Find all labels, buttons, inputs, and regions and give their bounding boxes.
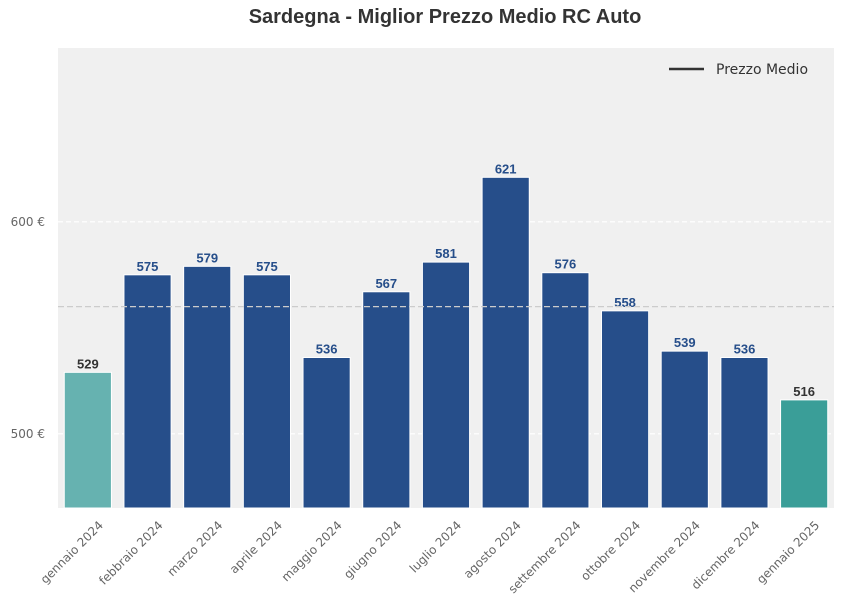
bar xyxy=(63,371,112,509)
x-tick-label: aprile 2024 xyxy=(227,518,285,576)
bar-value-label: 575 xyxy=(137,259,159,274)
bar-value-label: 516 xyxy=(793,384,815,399)
bar-value-label: 579 xyxy=(196,250,218,265)
bar xyxy=(183,265,232,509)
bar xyxy=(421,261,471,509)
bar-value-label: 536 xyxy=(734,341,756,356)
y-tick-label: 600 € xyxy=(11,215,45,229)
bar-value-label: 621 xyxy=(495,161,517,176)
legend-label: Prezzo Medio xyxy=(716,62,808,78)
bar-value-label: 529 xyxy=(77,356,99,371)
y-tick-label: 500 € xyxy=(11,427,45,441)
bar-value-label: 536 xyxy=(316,341,338,356)
bar xyxy=(541,272,590,509)
x-tick-label: maggio 2024 xyxy=(279,518,345,584)
legend: Prezzo Medio xyxy=(669,62,808,78)
x-tick-label: marzo 2024 xyxy=(165,518,226,579)
x-tick-label: gennaio 2025 xyxy=(754,518,822,586)
y-axis: 500 € 600 € xyxy=(11,215,45,441)
bar-value-label: 576 xyxy=(555,257,577,272)
bar xyxy=(242,274,292,509)
bar xyxy=(720,356,769,509)
x-tick-label: agosto 2024 xyxy=(461,518,524,581)
x-tick-label: ottobre 2024 xyxy=(578,518,643,583)
bar xyxy=(660,350,709,509)
bar xyxy=(123,274,172,509)
bar-value-label: 567 xyxy=(375,276,397,291)
bar xyxy=(600,310,650,509)
x-tick-label: luglio 2024 xyxy=(407,518,464,575)
bar-value-label: 558 xyxy=(614,295,636,310)
bar-value-label: 575 xyxy=(256,259,278,274)
bar xyxy=(302,356,351,509)
bar xyxy=(481,176,530,509)
bar-value-label: 581 xyxy=(435,246,457,261)
chart-title: Sardegna - Miglior Prezzo Medio RC Auto xyxy=(248,6,642,28)
x-tick-label: gennaio 2024 xyxy=(38,518,106,586)
bar xyxy=(362,291,411,509)
x-tick-label: febbraio 2024 xyxy=(96,518,165,587)
bar xyxy=(780,399,829,509)
bars: 529 575 579 575 536 567 581 621 576 558 539 536 516 xyxy=(63,161,829,509)
x-tick-label: giugno 2024 xyxy=(341,518,404,581)
bar-value-label: 539 xyxy=(674,335,696,350)
